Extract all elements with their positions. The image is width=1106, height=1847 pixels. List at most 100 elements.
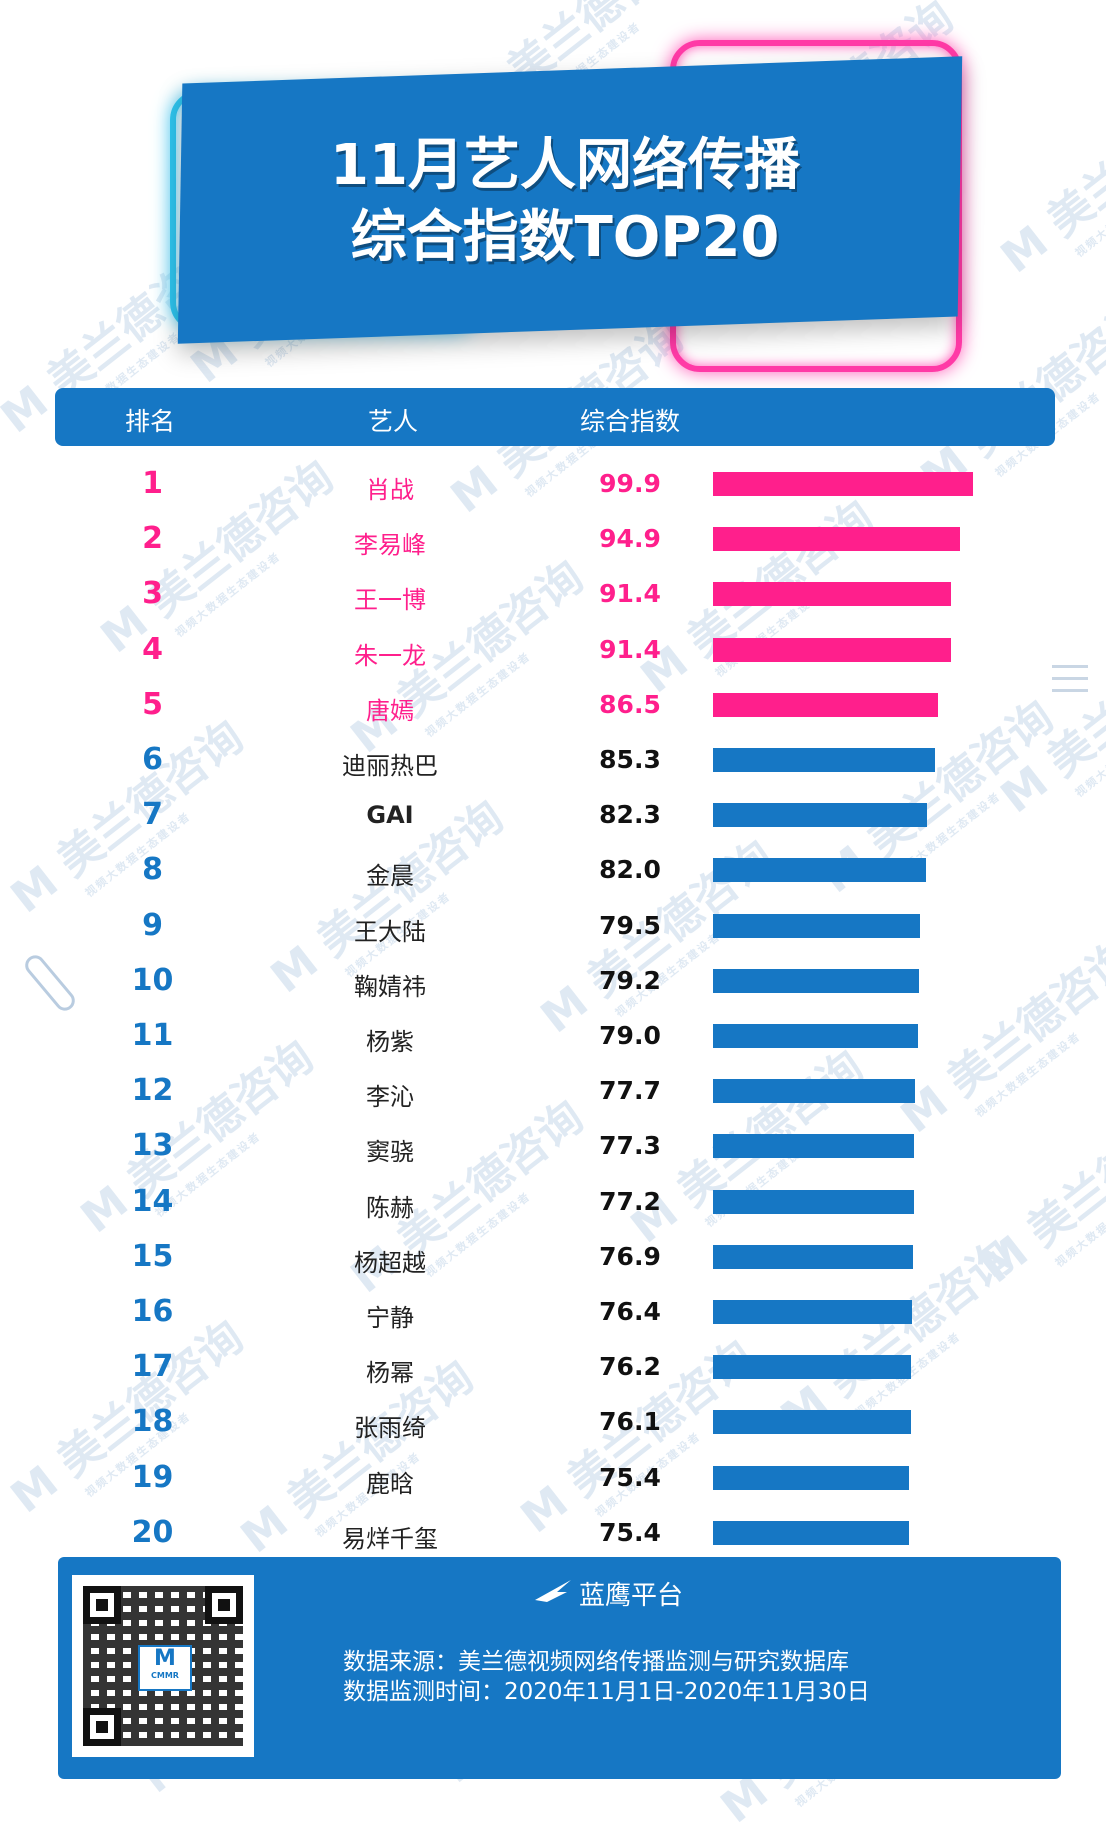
table-row: 19 鹿晗 75.4 bbox=[0, 1452, 1106, 1507]
index-value: 76.2 bbox=[599, 1352, 661, 1382]
artist-name: 迪丽热巴 bbox=[342, 752, 438, 780]
rank-label: 2 bbox=[142, 521, 163, 557]
rank-label: 17 bbox=[131, 1349, 174, 1385]
index-bar bbox=[713, 527, 960, 552]
table-row: 12 李沁 77.7 bbox=[0, 1065, 1106, 1120]
artist-name: 鹿晗 bbox=[366, 1469, 414, 1498]
index-value: 75.4 bbox=[599, 1462, 661, 1492]
watermark: M 美兰德咨询视频大数据生态建设者 bbox=[985, 63, 1106, 298]
rank-label: 19 bbox=[131, 1459, 174, 1495]
header-index: 综合指数 bbox=[580, 407, 681, 436]
qr-finder bbox=[83, 1586, 121, 1624]
table-row: 11 杨紫 79.0 bbox=[0, 1010, 1106, 1065]
table-row: 8 金晨 82.0 bbox=[0, 844, 1106, 899]
artist-name: 金晨 bbox=[366, 862, 414, 891]
artist-name: GAI bbox=[366, 801, 414, 830]
rank-label: 14 bbox=[131, 1183, 174, 1219]
eagle-icon bbox=[533, 1578, 573, 1611]
index-value: 77.3 bbox=[599, 1131, 661, 1161]
qr-code: M CMMR bbox=[72, 1575, 254, 1757]
index-bar bbox=[713, 1189, 914, 1214]
table-header: 排名 艺人 综合指数 bbox=[55, 388, 1055, 446]
table-row: 17 杨幂 76.2 bbox=[0, 1341, 1106, 1396]
index-bar bbox=[713, 913, 920, 938]
qr-logo-sub: CMMR bbox=[151, 1671, 179, 1680]
index-value: 91.4 bbox=[599, 634, 661, 664]
index-value: 79.5 bbox=[599, 910, 661, 940]
index-value: 85.3 bbox=[599, 745, 661, 774]
rank-label: 9 bbox=[142, 907, 163, 943]
index-bar bbox=[713, 1244, 913, 1269]
artist-name: 陈赫 bbox=[366, 1193, 414, 1222]
table-row: 7 GAI 82.3 bbox=[0, 789, 1106, 844]
footer: M CMMR 蓝鹰平台 数据来源：美兰德视频网络传播监测与研究数据库 数据监测时… bbox=[58, 1557, 1061, 1779]
title-line-1: 11月艺人网络传播 bbox=[330, 133, 800, 198]
table-row: 10 鞠婧祎 79.2 bbox=[0, 955, 1106, 1010]
header-artist: 艺人 bbox=[368, 407, 419, 436]
title-banner: 11月艺人网络传播 综合指数TOP20 bbox=[150, 30, 980, 372]
index-value: 76.4 bbox=[599, 1297, 661, 1326]
artist-name: 易烊千玺 bbox=[342, 1524, 438, 1553]
rank-label: 4 bbox=[142, 631, 163, 667]
index-value: 82.0 bbox=[599, 855, 661, 885]
artist-name: 李沁 bbox=[366, 1083, 414, 1112]
index-bar bbox=[713, 748, 935, 772]
rank-label: 13 bbox=[131, 1128, 174, 1164]
watermark-text: M 美兰德咨询 bbox=[991, 71, 1106, 284]
table-row: 13 窦骁 77.3 bbox=[0, 1120, 1106, 1175]
index-bar bbox=[713, 1134, 914, 1159]
index-bar bbox=[713, 472, 973, 496]
artist-name: 杨幂 bbox=[366, 1359, 414, 1388]
brand: 蓝鹰平台 bbox=[533, 1575, 683, 1612]
menu-lines-decoration bbox=[1052, 665, 1088, 701]
index-bar bbox=[713, 1300, 912, 1324]
table-row: 16 宁静 76.4 bbox=[0, 1286, 1106, 1341]
rank-label: 1 bbox=[142, 466, 163, 501]
index-bar bbox=[713, 968, 919, 993]
artist-name: 唐嫣 bbox=[366, 696, 414, 725]
index-bar bbox=[713, 1520, 910, 1545]
artist-name: 王一博 bbox=[354, 586, 426, 615]
table-row: 18 张雨绮 76.1 bbox=[0, 1396, 1106, 1451]
index-bar bbox=[713, 1410, 911, 1435]
artist-name: 杨超越 bbox=[354, 1248, 426, 1277]
artist-name: 杨紫 bbox=[366, 1028, 414, 1056]
data-source: 数据来源：美兰德视频网络传播监测与研究数据库 数据监测时间：2020年11月1日… bbox=[343, 1647, 870, 1707]
index-bar bbox=[713, 582, 951, 607]
artist-name: 宁静 bbox=[366, 1304, 414, 1332]
index-bar bbox=[713, 858, 927, 883]
index-bar bbox=[713, 1465, 910, 1490]
index-bar bbox=[713, 637, 951, 662]
rank-label: 10 bbox=[131, 962, 174, 998]
rank-label: 7 bbox=[142, 797, 163, 833]
index-bar bbox=[713, 692, 938, 717]
qr-finder bbox=[83, 1708, 121, 1746]
rank-label: 8 bbox=[142, 852, 163, 888]
table-row: 3 王一博 91.4 bbox=[0, 568, 1106, 623]
index-value: 82.3 bbox=[599, 800, 661, 830]
table-row: 15 杨超越 76.9 bbox=[0, 1231, 1106, 1286]
artist-name: 张雨绮 bbox=[354, 1414, 426, 1443]
page-title: 11月艺人网络传播 综合指数TOP20 bbox=[150, 130, 980, 274]
table-row: 6 迪丽热巴 85.3 bbox=[0, 734, 1106, 789]
artist-name: 李易峰 bbox=[354, 531, 426, 560]
index-value: 79.0 bbox=[599, 1021, 661, 1050]
rank-label: 20 bbox=[131, 1514, 174, 1550]
index-value: 77.2 bbox=[599, 1186, 661, 1216]
artist-name: 肖战 bbox=[366, 476, 414, 504]
watermark-sub: 视频大数据生态建设者 bbox=[1072, 169, 1106, 260]
brand-name: 蓝鹰平台 bbox=[579, 1581, 684, 1611]
rank-label: 11 bbox=[131, 1018, 174, 1053]
rank-label: 6 bbox=[142, 742, 163, 777]
index-bar bbox=[713, 803, 927, 828]
index-value: 76.9 bbox=[599, 1241, 661, 1271]
artist-name: 鞠婧祎 bbox=[354, 972, 426, 1001]
table-row: 4 朱一龙 91.4 bbox=[0, 624, 1106, 679]
table-row: 5 唐嫣 86.5 bbox=[0, 679, 1106, 734]
table-row: 1 肖战 99.9 bbox=[0, 458, 1106, 513]
index-bar bbox=[713, 1079, 916, 1104]
artist-name: 朱一龙 bbox=[354, 641, 426, 670]
rank-label: 12 bbox=[131, 1073, 174, 1109]
rank-label: 5 bbox=[142, 686, 163, 722]
table-row: 2 李易峰 94.9 bbox=[0, 513, 1106, 568]
